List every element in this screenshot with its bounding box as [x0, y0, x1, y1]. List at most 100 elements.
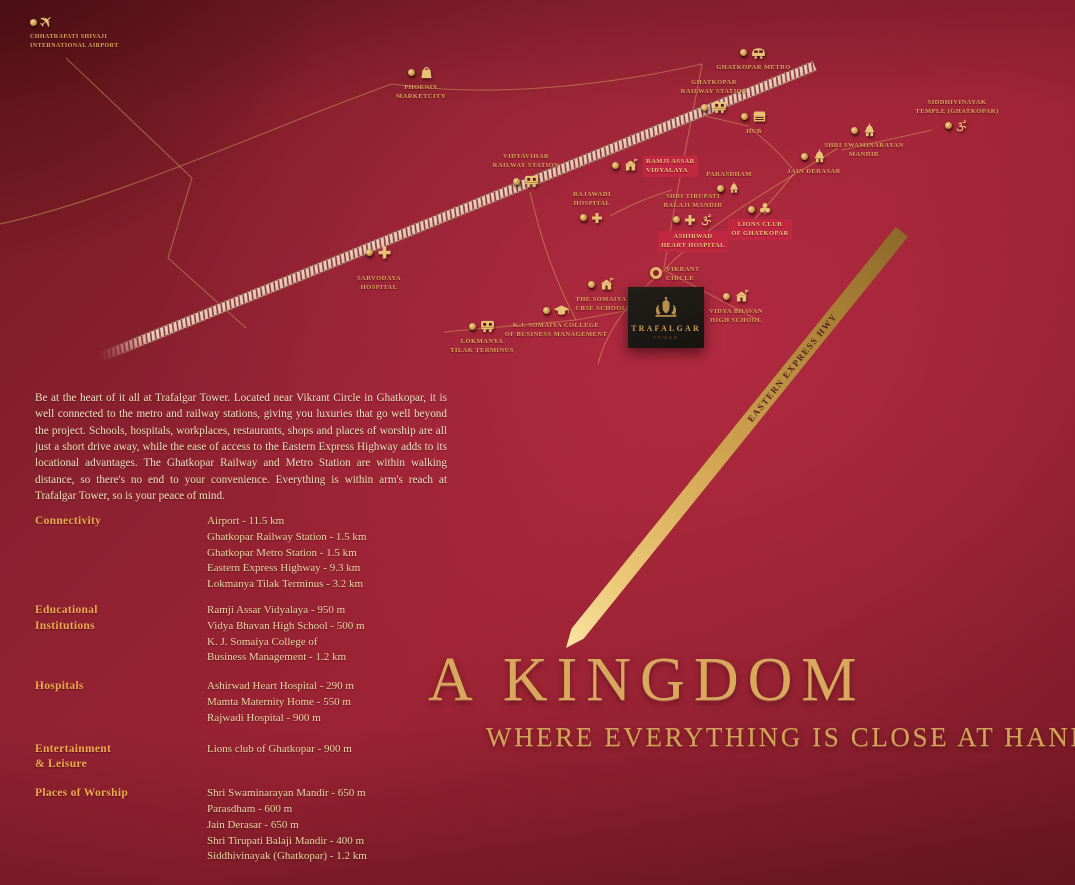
mall-icon — [751, 108, 768, 125]
section-items: Ramji Assar Vidyalaya - 950 m Vidya Bhav… — [207, 603, 365, 664]
poi-somaiya-cbse-school: THE SOMAIYA CBSE SCHOOL — [560, 276, 642, 314]
map-dot — [800, 153, 808, 160]
poi-vidyavihar-railway-station: VIDYAVIHAR RAILWAY STATION — [480, 150, 572, 190]
poi-hub-mall: HUB — [731, 108, 777, 136]
poi-tirupati-balaji-ashirwad-cluster: SHRI TIRUPATI BALAJI MANDIR ASHIRWAD HEA… — [650, 190, 736, 252]
section-items: Airport - 11.5 km Ghatkopar Railway Stat… — [207, 515, 367, 591]
project-subtext: TOWER — [653, 334, 679, 340]
trafalgar-crest-icon — [648, 296, 684, 322]
poi-label: JAIN DERASAR — [787, 168, 841, 175]
map-dot — [587, 281, 595, 288]
poi-label: K.J. SOMAIYA COLLEGE OF BUSINESS MANAGEM… — [504, 322, 608, 339]
poi-ramji-assar-vidyalaya: RAMJI ASSAR VIDYALAYA — [612, 154, 698, 177]
map-dot — [580, 214, 587, 222]
poi-label: VIKRANT CIRCLE — [666, 266, 700, 283]
poi-label: VIDYA BHAVAN HIGH SCHOOL — [709, 308, 763, 325]
plane-icon: ✈ — [34, 9, 59, 35]
om-icon — [700, 213, 714, 227]
section-label: Educational Institutions — [35, 603, 98, 632]
headline-block: A KINGDOM WHERE EVERYTHING IS CLOSE AT H… — [428, 645, 1075, 753]
poi-label: PHOENIX MARKETCITY — [395, 84, 446, 101]
poi-label: GHATKOPAR RAILWAY STATION — [680, 79, 748, 96]
poi-phoenix-marketcity: PHOENIX MARKETCITY — [381, 64, 461, 102]
hospital-cross-icon — [683, 213, 697, 227]
poi-label: VIDYAVIHAR RAILWAY STATION — [492, 153, 560, 170]
map-dot — [512, 177, 520, 185]
section-items: Shri Swaminarayan Mandir - 650 m Parasdh… — [207, 787, 367, 863]
section-items: Lions club of Ghatkopar - 900 m — [207, 742, 352, 755]
map-dot — [700, 103, 708, 111]
poi-parasdham: PARASDHAM — [696, 168, 762, 195]
poi-lions-club: ♣ LIONS CLUB OF GHATKOPAR — [722, 202, 798, 240]
poi-vidya-bhavan-high-school: VIDYA BHAVAN HIGH SCHOOL — [696, 288, 776, 326]
map-dot — [945, 122, 952, 130]
map-dot — [612, 161, 619, 169]
temple-icon — [861, 122, 878, 139]
section-label: Entertainment & Leisure — [35, 742, 112, 771]
school-icon — [622, 157, 639, 174]
section-hospitals: Hospitals Ashirwad Heart Hospital - 290 … — [35, 679, 427, 726]
poi-label: SHRI SWAMINARAYAN MANDIR — [824, 142, 904, 159]
poi-label: LIONS CLUB OF GHATKOPAR — [728, 219, 792, 240]
section-worship: Places of Worship Shri Swaminarayan Mand… — [35, 786, 427, 865]
map-dot — [407, 69, 415, 76]
map-dot — [740, 49, 747, 56]
poi-label: RAMJI ASSAR VIDYALAYA — [643, 156, 698, 177]
section-label: Hospitals — [35, 680, 84, 693]
map-dot — [722, 293, 730, 300]
poi-label: PARASDHAM — [706, 171, 752, 178]
poi-label: CHHATRAPATI SHIVAJI INTERNATIONAL AIRPOR… — [30, 34, 119, 49]
school-icon — [598, 276, 615, 293]
map-dot — [30, 19, 37, 26]
section-connectivity: Connectivity Airport - 11.5 km Ghatkopar… — [35, 514, 427, 593]
circle-icon — [650, 267, 662, 280]
poi-label: LOKMANYA TILAK TERMINUS — [450, 338, 514, 355]
poi-label: SARVODAYA HOSPITAL — [356, 275, 402, 292]
intro-paragraph: Be at the heart of it all at Trafalgar T… — [35, 392, 447, 503]
poi-jain-derasar: JAIN DERASAR — [778, 148, 850, 176]
map-dot — [365, 249, 373, 256]
poi-label: SIDDHIVINAYAK TEMPLE (GHATKOPAR) — [915, 99, 999, 116]
poi-sarvodaya-hospital: SARVODAYA HOSPITAL — [338, 244, 420, 293]
train-icon — [479, 318, 496, 335]
poi-label: ASHIRWAD HEART HOSPITAL — [658, 230, 728, 252]
club-icon: ♣ — [758, 200, 772, 218]
section-label: Places of Worship — [35, 787, 129, 800]
poi-vikrant-circle: VIKRANT CIRCLE — [650, 263, 700, 284]
section-items: Ashirwad Heart Hospital - 290 m Mamta Ma… — [207, 680, 354, 724]
poi-label: THE SOMAIYA CBSE SCHOOL — [575, 296, 627, 313]
map-dot — [542, 307, 550, 314]
poi-ghatkopar-railway-station: GHATKOPAR RAILWAY STATION — [668, 76, 760, 116]
map-dot — [468, 323, 476, 330]
shopping-bag-icon — [418, 64, 435, 81]
poi-kj-somaiya-college: K.J. SOMAIYA COLLEGE OF BUSINESS MANAGEM… — [494, 302, 618, 340]
train-icon — [711, 99, 728, 116]
poi-siddhivinayak-temple: SIDDHIVINAYAK TEMPLE (GHATKOPAR) — [903, 96, 1011, 133]
poi-label: HUB — [746, 128, 762, 135]
poi-ghatkopar-metro: GHATKOPAR METRO — [686, 44, 821, 72]
map-dot — [672, 216, 680, 224]
poi-rajawadi-hospital: RAJAWADI HOSPITAL — [556, 188, 628, 225]
project-name: TRAFALGAR — [631, 323, 701, 333]
temple-icon — [811, 148, 828, 165]
page-subtitle: WHERE EVERYTHING IS CLOSE AT HAND. — [486, 722, 1075, 752]
poi-airport: ✈ CHHATRAPATI SHIVAJI INTERNATIONAL AIRP… — [30, 9, 150, 50]
trafalgar-logo-box: TRAFALGAR TOWER — [628, 287, 704, 348]
train-icon — [523, 173, 540, 190]
section-label: Connectivity — [35, 515, 102, 527]
distance-lists: Connectivity Airport - 11.5 km Ghatkopar… — [35, 514, 427, 865]
poi-label: GHATKOPAR METRO — [716, 64, 791, 71]
school-icon — [733, 288, 750, 305]
hospital-cross-icon — [376, 244, 393, 261]
om-icon — [955, 119, 969, 133]
poi-label: SHRI TIRUPATI BALAJI MANDIR — [663, 193, 723, 210]
map-dot — [740, 113, 748, 120]
map-dot — [850, 127, 858, 134]
poi-lokmanya-tilak-terminus: LOKMANYA TILAK TERMINUS — [432, 318, 532, 356]
hospital-cross-icon — [590, 211, 604, 225]
section-educational: Educational Institutions Ramji Assar Vid… — [35, 603, 427, 666]
poi-label: RAJAWADI HOSPITAL — [573, 191, 611, 208]
map-dot — [748, 206, 756, 213]
metro-icon — [750, 44, 767, 61]
